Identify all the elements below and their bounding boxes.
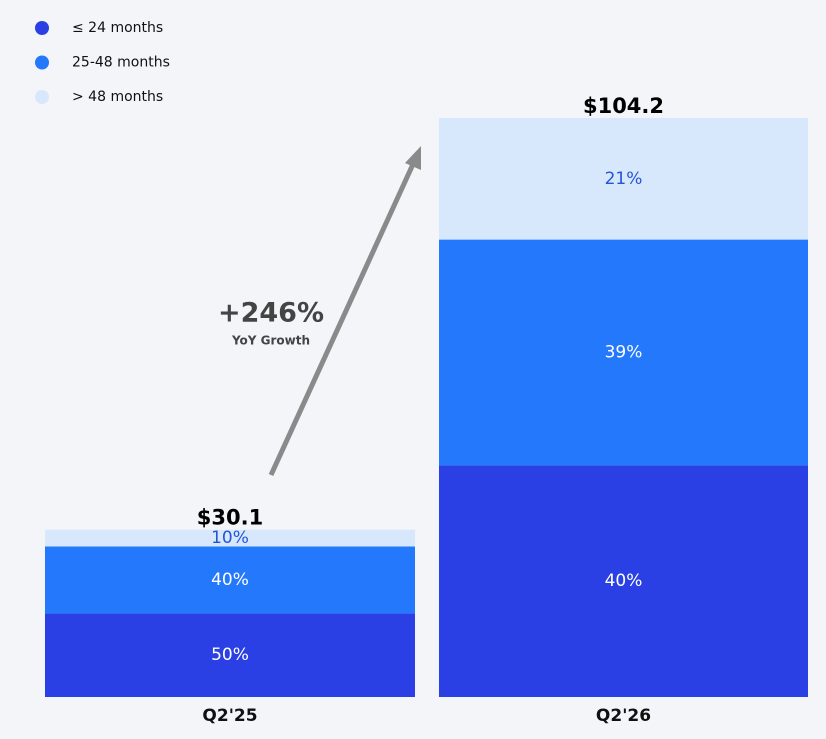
legend-marker [35,55,49,70]
legend-marker [35,90,49,104]
legend-marker [35,21,49,35]
growth-value: +246% [218,298,324,329]
bar-segment [45,613,415,697]
segment-label: 40% [211,570,249,590]
total-label: $104.2 [583,94,664,118]
bar-segment [45,529,415,547]
legend-label: > 48 months [72,89,163,105]
growth-arrow [268,160,417,477]
legend-label: 25-48 months [72,55,170,71]
segment-label: 21% [605,169,643,189]
x-tick-label: Q2'26 [596,706,651,726]
bar-segment [439,239,808,466]
arrow-head [405,146,421,170]
segment-label: 10% [211,528,249,548]
segment-label: 39% [605,342,643,362]
bar-segment [439,118,808,240]
growth-text: YoY Growth [231,334,310,348]
bar-segment [439,465,808,697]
total-label: $30.1 [197,506,263,530]
x-tick-label: Q2'25 [202,706,257,726]
bar-segment [45,546,415,614]
segment-label: 50% [211,645,249,665]
legend-label: ≤ 24 months [72,20,163,36]
segment-label: 40% [605,571,643,591]
